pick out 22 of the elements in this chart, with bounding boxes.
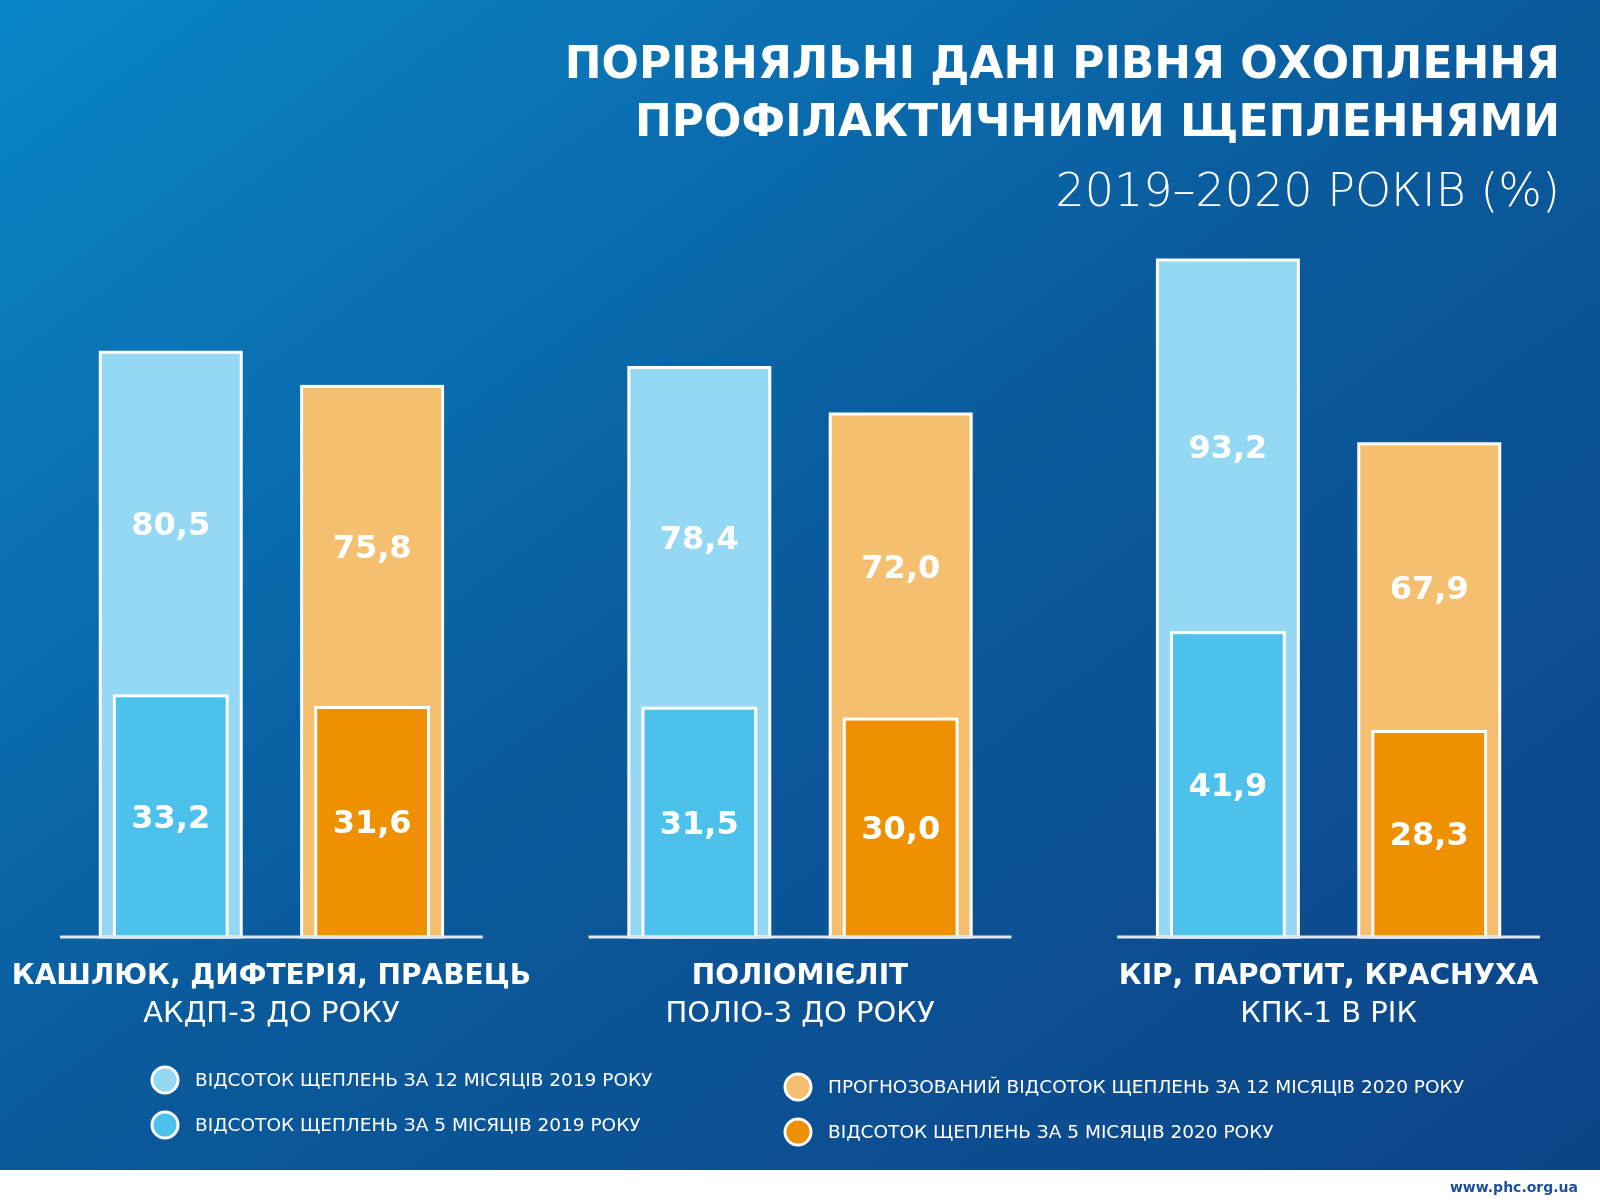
data-label: 28,3 [1389, 815, 1469, 854]
legend-label: ВІДСОТОК ЩЕПЛЕНЬ ЗА 5 МІСЯЦІВ 2020 РОКУ [828, 1121, 1274, 1143]
x-tick-label: КАШЛЮК, ДИФТЕРІЯ, ПРАВЕЦЬ АКДП-3 ДО РОКУ [11, 958, 532, 1029]
legend-label: ПРОГНОЗОВАНИЙ ВІДСОТОК ЩЕПЛЕНЬ ЗА 12 МІСЯЦІВ 2020 РОКУ [828, 1076, 1464, 1098]
data-label: 41,9 [1188, 766, 1268, 805]
text: www.phc.org.ua [1449, 1179, 1578, 1195]
data-label: 31,5 [659, 803, 739, 842]
data-label: 80,5 [131, 505, 211, 544]
chart-subtitle: 2019–2020 РОКІВ (%) [1055, 163, 1560, 217]
data-label: 33,2 [131, 797, 211, 836]
x-tick-label: ПОЛІОМІЄЛІТ ПОЛІО-3 ДО РОКУ [665, 958, 935, 1029]
data-label: 72,0 [861, 547, 941, 586]
legend-label: ВІДСОТОК ЩЕПЛЕНЬ ЗА 5 МІСЯЦІВ 2019 РОКУ [195, 1114, 641, 1136]
chart-title: ПОРІВНЯЛЬНІ ДАНІ РІВНЯ ОХОПЛЕННЯ ПРОФІЛАКТИЧНИМИ ЩЕПЛЕННЯМИ [564, 37, 1560, 146]
data-label: 78,4 [659, 519, 739, 558]
data-label: 67,9 [1389, 568, 1469, 607]
data-label: 30,0 [861, 809, 941, 848]
data-label: 31,6 [332, 803, 412, 842]
legend-label: ВІДСОТОК ЩЕПЛЕНЬ ЗА 12 МІСЯЦІВ 2019 РОКУ [195, 1069, 653, 1091]
x-tick-label: КІР, ПАРОТИТ, КРАСНУХА КПК-1 В РІК [1118, 958, 1539, 1029]
data-label: 93,2 [1188, 427, 1268, 466]
data-label: 75,8 [332, 528, 412, 567]
